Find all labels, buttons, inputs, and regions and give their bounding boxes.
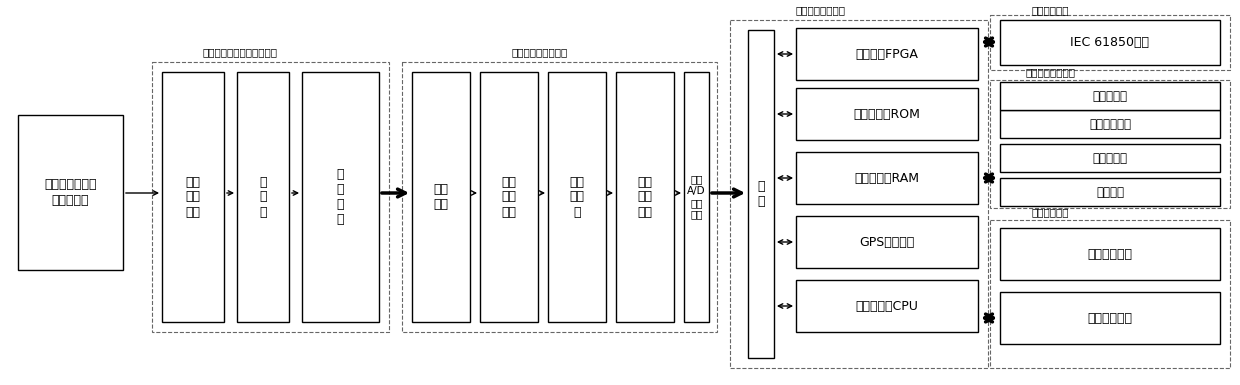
Text: 紧凑键盘: 紧凑键盘 xyxy=(1096,186,1123,199)
Bar xyxy=(990,220,1230,368)
Text: 随机存储器RAM: 随机存储器RAM xyxy=(854,171,920,184)
Text: GPS同步时钟: GPS同步时钟 xyxy=(859,236,915,248)
Bar xyxy=(990,15,1230,70)
Bar xyxy=(730,20,988,368)
Text: 人机对话模块: 人机对话模块 xyxy=(1032,207,1069,217)
Text: 数字处理分析模块: 数字处理分析模块 xyxy=(795,5,844,15)
Text: 主闪存存储器: 主闪存存储器 xyxy=(1087,311,1132,325)
Text: 变
送
器: 变 送 器 xyxy=(259,176,267,219)
Text: 液晶显示屏: 液晶显示屏 xyxy=(1092,152,1127,164)
Text: 数据通信接口模块: 数据通信接口模块 xyxy=(1025,67,1075,77)
Bar xyxy=(999,110,1220,138)
Text: IEC 61850通信: IEC 61850通信 xyxy=(1070,36,1149,49)
Text: 指示灯、按钮: 指示灯、按钮 xyxy=(1089,117,1131,131)
Bar xyxy=(796,280,978,332)
Bar xyxy=(19,115,123,270)
Bar xyxy=(616,72,675,322)
Bar xyxy=(999,20,1220,65)
Text: 变压器本体瞬态
加速度特征: 变压器本体瞬态 加速度特征 xyxy=(45,179,97,206)
Text: 加速
度传
感器: 加速 度传 感器 xyxy=(186,176,201,219)
Text: 中央处理器CPU: 中央处理器CPU xyxy=(856,300,919,313)
Text: 信号调理与采集模块: 信号调理与采集模块 xyxy=(512,47,568,57)
Bar xyxy=(999,292,1220,344)
Text: 控制电路FPGA: 控制电路FPGA xyxy=(856,47,919,60)
Text: 低通
滤波
器: 低通 滤波 器 xyxy=(569,176,584,219)
Bar xyxy=(990,80,1230,208)
Bar xyxy=(303,72,379,322)
Bar xyxy=(796,152,978,204)
Text: 信号
采样
电路: 信号 采样 电路 xyxy=(637,176,652,219)
Bar xyxy=(684,72,709,322)
Bar xyxy=(999,228,1220,280)
Bar xyxy=(237,72,289,322)
Bar xyxy=(748,30,774,358)
Bar xyxy=(480,72,538,322)
Bar xyxy=(796,216,978,268)
Text: 只读存储器ROM: 只读存储器ROM xyxy=(853,107,920,121)
Text: 数据存储模块: 数据存储模块 xyxy=(1032,5,1069,15)
Bar xyxy=(796,88,978,140)
Text: 通
信
线
缆: 通 信 线 缆 xyxy=(337,168,345,226)
Bar xyxy=(153,62,389,332)
Bar xyxy=(548,72,606,322)
Text: 模数
A/D
转换
电路: 模数 A/D 转换 电路 xyxy=(687,175,706,219)
Bar xyxy=(162,72,224,322)
Text: 瞬态加速度特征量测量模块: 瞬态加速度特征量测量模块 xyxy=(202,47,278,57)
Text: 副闪存存储器: 副闪存存储器 xyxy=(1087,248,1132,261)
Text: 接线
端子: 接线 端子 xyxy=(434,183,449,211)
Bar xyxy=(796,28,978,80)
Bar xyxy=(999,82,1220,110)
Text: 信号
调理
电路: 信号 调理 电路 xyxy=(501,176,517,219)
Bar xyxy=(402,62,717,332)
Bar xyxy=(412,72,470,322)
Text: 总
线: 总 线 xyxy=(758,180,765,208)
Bar xyxy=(999,144,1220,172)
Text: 打印机接口: 打印机接口 xyxy=(1092,89,1127,102)
Bar xyxy=(999,178,1220,206)
